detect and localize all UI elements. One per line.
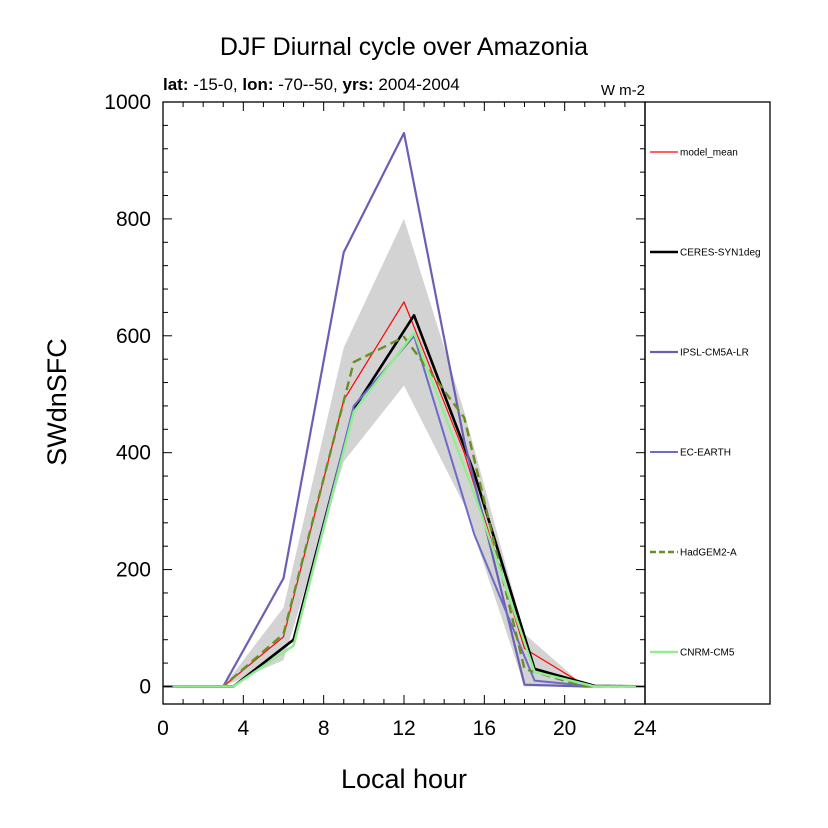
legend-label-cnrm-cm5: CNRM-CM5 <box>680 648 735 659</box>
x-axis-label: Local hour <box>341 764 467 794</box>
series-line-cnrm-cm5 <box>173 331 645 688</box>
legend-label-ceres-syn1deg: CERES-SYN1deg <box>680 248 761 259</box>
y-tick-label: 1000 <box>104 91 151 114</box>
x-tick-label: 4 <box>237 717 249 740</box>
plot-frame <box>162 101 646 705</box>
y-axis-label: SWdnSFC <box>42 338 72 466</box>
y-tick-label: 400 <box>116 442 151 465</box>
x-tick-label: 8 <box>318 717 330 740</box>
chart-subtitle: lat: -15-0, lon: -70--50, yrs: 2004-2004 <box>163 75 460 94</box>
chart-title: DJF Diurnal cycle over Amazonia <box>220 33 588 61</box>
x-tick-label: 12 <box>392 717 415 740</box>
x-tick-label: 24 <box>633 717 657 740</box>
legend-frame <box>644 101 771 705</box>
units-label: W m-2 <box>601 82 645 99</box>
legend-label-hadgem2-a: HadGEM2-A <box>680 548 737 559</box>
subtitle-lon-label: lon: <box>242 75 273 94</box>
legend-label-model_mean: model_mean <box>680 148 738 159</box>
legend-label-ipsl-cm5a-lr: IPSL-CM5A-LR <box>680 348 749 359</box>
subtitle-lat-value: -15-0, <box>189 75 243 94</box>
spread-band <box>163 218 645 687</box>
series-line-ipsl-cm5a-lr <box>163 131 645 688</box>
x-tick-label: 0 <box>157 717 169 740</box>
legend-label-ec-earth: EC-EARTH <box>680 448 731 459</box>
y-tick-label: 600 <box>116 325 151 348</box>
series-line-hadgem2-a <box>163 335 645 688</box>
y-tick-label: 800 <box>116 208 151 231</box>
series-line-ceres-syn1deg <box>173 314 646 688</box>
subtitle-yrs-value: 2004-2004 <box>374 75 460 94</box>
x-tick-label: 16 <box>473 717 496 740</box>
axes: 0 4 8 12 16 20 24 0 200 400 600 800 1000 <box>104 91 771 740</box>
subtitle-lat-label: lat: <box>163 75 189 94</box>
legend: model_mean CERES-SYN1deg IPSL-CM5A-LR EC-EA… <box>650 148 761 659</box>
subtitle-lon-value: -70--50, <box>274 75 343 94</box>
y-tick-label: 0 <box>139 675 151 698</box>
y-tick-label: 200 <box>116 559 151 582</box>
plot-area <box>163 131 646 688</box>
x-tick-label: 20 <box>553 717 576 740</box>
subtitle-yrs-label: yrs: <box>343 75 374 94</box>
